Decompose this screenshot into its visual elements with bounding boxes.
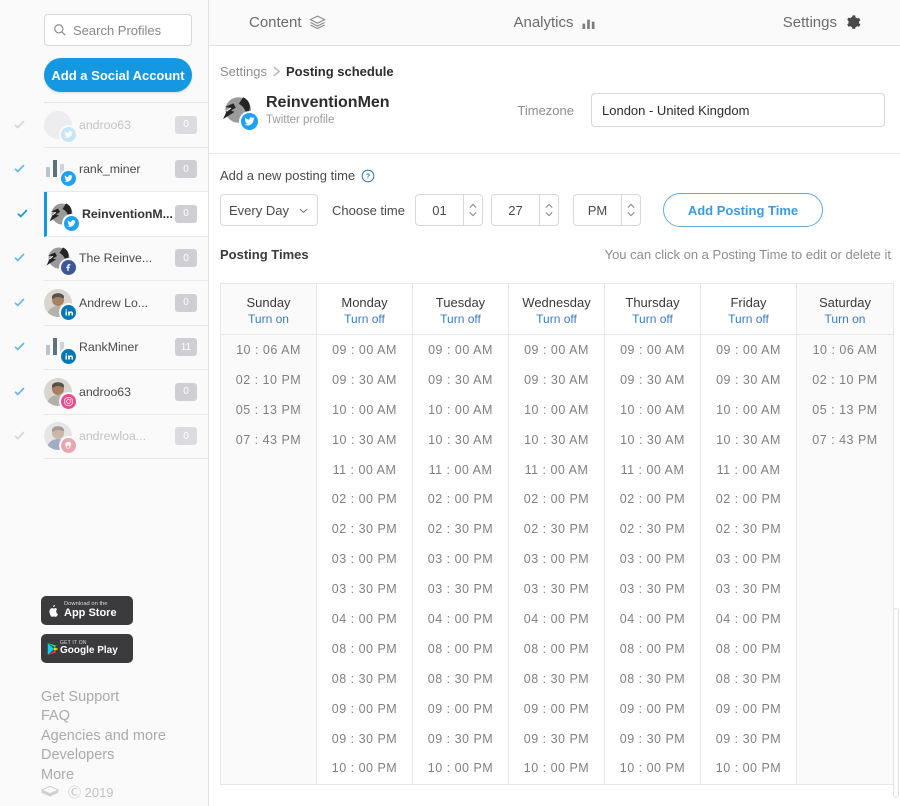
svg-text:?: ?	[366, 173, 370, 180]
